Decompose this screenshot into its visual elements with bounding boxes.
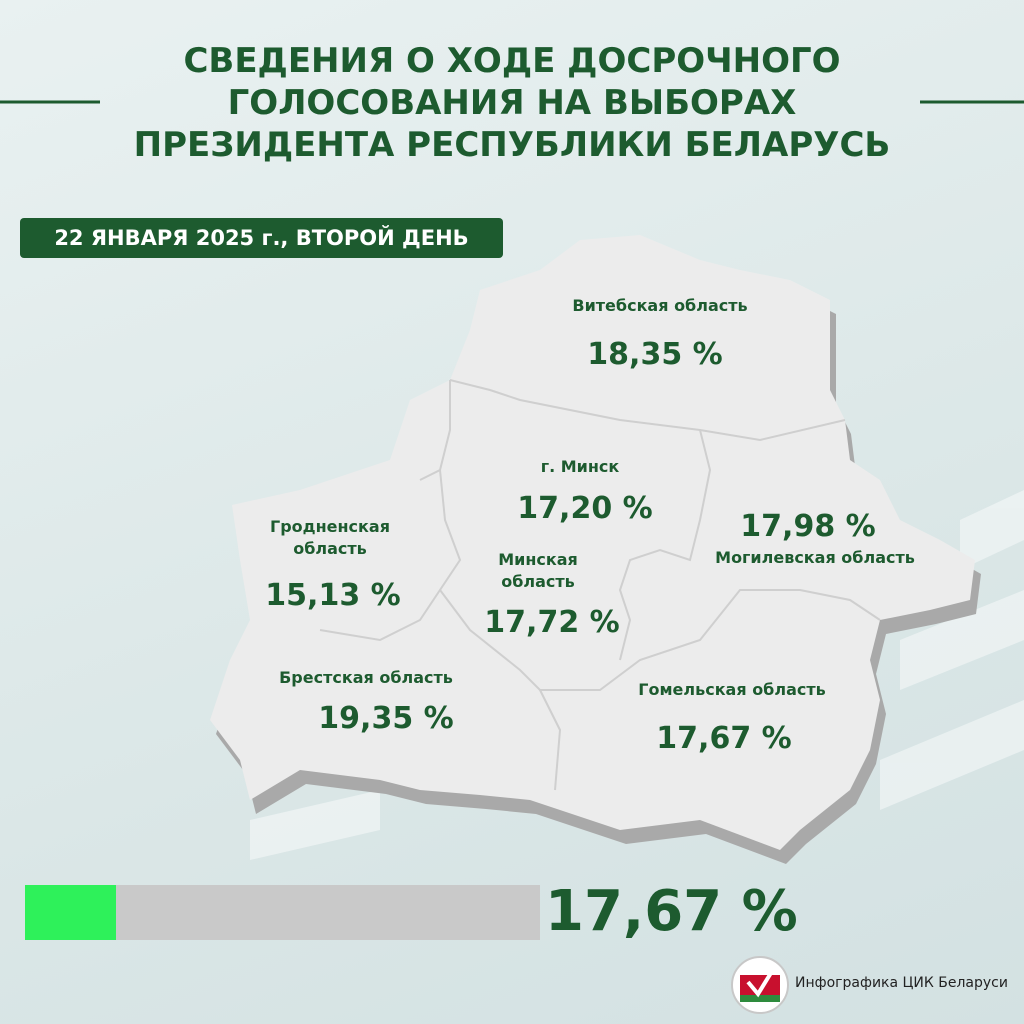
region-value: 17,72 %: [484, 605, 619, 640]
title: ПРЕЗИДЕНТА РЕСПУБЛИКИ БЕЛАРУСЬ: [134, 125, 891, 165]
title: СВЕДЕНИЯ О ХОДЕ ДОСРОЧНОГО: [183, 41, 840, 81]
map-land: [210, 235, 975, 850]
date-badge: 22 ЯНВАРЯ 2025 г., ВТОРОЙ ДЕНЬ: [20, 218, 503, 258]
total-value: 17,67 %: [545, 879, 798, 944]
region-value: 17,98 %: [740, 509, 875, 544]
region-name: Гродненская область: [270, 517, 390, 558]
region-border: [539, 689, 562, 791]
cec-logo: [731, 956, 789, 1014]
region-name: г. Минск: [541, 457, 620, 476]
progress-fill: [25, 885, 116, 940]
region-name-line: область: [501, 572, 575, 591]
region-border: [439, 589, 881, 691]
region-name-line: Минская: [498, 550, 578, 569]
region-value: 19,35 %: [318, 701, 453, 736]
background-chevrons: [250, 490, 1024, 860]
region-value: 17,20 %: [517, 491, 652, 526]
map: [210, 235, 981, 864]
region-name-line: область: [293, 539, 367, 558]
credit: Инфографика ЦИК Беларуси: [795, 975, 1008, 991]
region-value: 15,13 %: [265, 578, 400, 613]
region-name: Витебская область: [572, 296, 747, 315]
region-border: [419, 380, 451, 481]
region-name: Гомельская область: [638, 680, 826, 699]
region-value: 18,35 %: [587, 337, 722, 372]
region-name: Минская область: [498, 550, 578, 591]
region-name-line: Гродненская: [270, 517, 390, 536]
region-border: [618, 429, 712, 661]
title: ГОЛОСОВАНИЯ НА ВЫБОРАХ: [228, 83, 797, 123]
region-name: Могилевская область: [715, 548, 915, 567]
region-name: Брестская область: [279, 668, 453, 687]
region-border: [449, 379, 846, 442]
progress-track: [25, 885, 540, 940]
region-value: 17,67 %: [656, 721, 791, 756]
